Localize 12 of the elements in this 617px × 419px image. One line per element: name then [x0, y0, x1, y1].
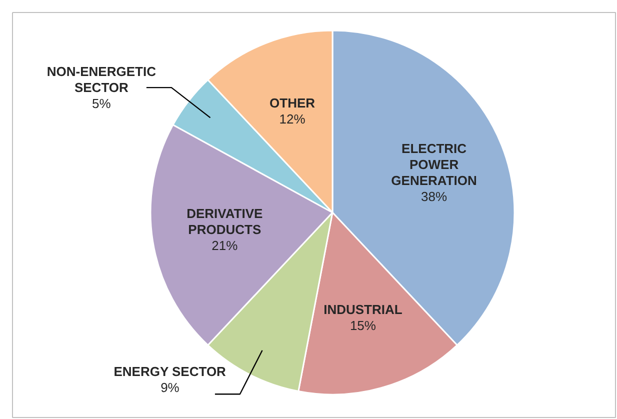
- slice-label: NON-ENERGETIC SECTOR: [46, 64, 157, 96]
- data-label: 21%: [212, 238, 238, 254]
- slice-label: ENERGY SECTOR: [114, 364, 227, 379]
- data-label: 38%: [421, 188, 448, 204]
- data-label: 5%: [92, 96, 112, 112]
- slice-label: INDUSTRIAL: [324, 302, 402, 317]
- data-label: 15%: [350, 318, 376, 333]
- slice-label: ELECTRIC POWER GENERATION: [391, 140, 477, 188]
- data-label: 12%: [279, 111, 306, 126]
- slice-label: DERIVATIVE PRODUCTS: [186, 206, 264, 238]
- slice-label: OTHER: [270, 95, 316, 110]
- data-label: 9%: [160, 380, 180, 395]
